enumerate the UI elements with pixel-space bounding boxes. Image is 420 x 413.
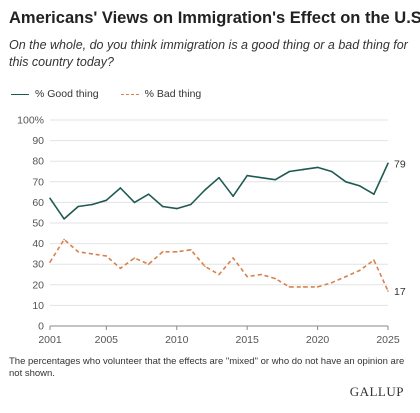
data-point-good <box>316 166 319 169</box>
data-point-good <box>359 185 361 187</box>
data-point-bad <box>359 269 361 272</box>
data-point-good <box>190 203 192 206</box>
x-tick-label: 2015 <box>235 334 259 346</box>
data-point-good <box>218 176 220 179</box>
x-tick-label: 2010 <box>165 334 189 346</box>
data-point-bad <box>232 257 234 259</box>
data-point-bad <box>344 275 347 278</box>
chart-title: Americans' Views on Immigration's Effect… <box>9 9 420 27</box>
legend-item-bad: % Bad thing <box>120 88 202 100</box>
legend-label-good: % Good thing <box>35 88 99 100</box>
data-point-good <box>288 170 291 173</box>
data-point-good <box>204 189 206 191</box>
data-point-good <box>232 195 234 198</box>
data-point-bad <box>49 261 51 263</box>
data-point-good <box>274 178 277 181</box>
y-tick-label: 100% <box>17 115 44 127</box>
data-point-bad <box>91 253 94 255</box>
data-point-good <box>105 199 108 202</box>
data-point-bad <box>190 248 192 251</box>
data-point-good <box>119 187 122 189</box>
data-point-bad <box>246 275 248 278</box>
data-point-good <box>246 174 248 177</box>
y-tick-label: 50 <box>32 218 44 230</box>
gallup-logo: GALLUP <box>349 384 404 399</box>
data-point-bad <box>119 267 122 270</box>
data-point-good <box>344 181 347 183</box>
data-point-good <box>260 176 263 179</box>
y-tick-label: 40 <box>32 238 44 250</box>
y-tick-label: 0 <box>38 321 44 333</box>
data-point-bad <box>77 251 79 253</box>
data-point-bad <box>274 277 277 280</box>
y-tick-label: 10 <box>32 300 44 312</box>
end-label-good: 79 <box>394 158 406 170</box>
data-point-bad <box>373 259 375 261</box>
data-point-bad <box>218 273 220 276</box>
data-point-bad <box>316 286 319 288</box>
legend: % Good thing % Bad thing <box>11 88 223 100</box>
data-point-bad <box>260 273 263 276</box>
data-point-good <box>133 201 136 204</box>
series-line-bad <box>49 238 389 292</box>
y-tick-label: 30 <box>32 259 44 271</box>
data-point-bad <box>387 290 389 292</box>
x-tick-label: 2020 <box>306 334 330 346</box>
line-chart: 0 10 20 30 40 50 60 70 80 90 100% 2001 2005 2010 2015 2… <box>17 115 406 347</box>
data-point-good <box>330 170 333 173</box>
data-point-good <box>91 203 94 206</box>
data-point-bad <box>330 281 333 284</box>
data-point-bad <box>204 265 206 268</box>
data-point-good <box>49 197 51 200</box>
x-tick-label: 2001 <box>38 334 62 346</box>
y-tick-label: 80 <box>32 156 44 168</box>
data-point-good <box>161 205 164 208</box>
footnote: The percentages who volunteer that the e… <box>9 356 405 379</box>
data-point-bad <box>288 286 291 288</box>
data-point-bad <box>161 251 164 253</box>
data-point-bad <box>105 255 108 257</box>
data-point-good <box>147 193 150 195</box>
y-tick-label: 60 <box>32 197 44 209</box>
y-tick-label: 20 <box>32 279 44 291</box>
legend-swatch-bad <box>120 93 139 95</box>
data-point-bad <box>147 263 150 265</box>
legend-item-good: % Good thing <box>11 88 99 100</box>
legend-label-bad: % Bad thing <box>144 88 202 100</box>
data-point-good <box>77 205 79 208</box>
legend-swatch-good <box>11 93 29 95</box>
data-point-bad <box>63 238 65 241</box>
y-tick-label: 70 <box>32 176 44 188</box>
data-point-good <box>63 218 65 220</box>
data-point-good <box>387 162 389 165</box>
data-point-bad <box>175 251 178 253</box>
end-label-bad: 17 <box>394 286 406 298</box>
x-tick-label: 2025 <box>376 334 400 346</box>
x-tick-label: 2005 <box>95 334 119 346</box>
data-point-good <box>373 193 375 195</box>
data-point-good <box>175 207 178 210</box>
data-point-good <box>302 168 305 171</box>
y-tick-label: 90 <box>32 135 44 147</box>
data-point-bad <box>302 286 305 288</box>
data-point-bad <box>133 257 136 259</box>
chart-subtitle: On the whole, do you think immigration i… <box>9 38 408 69</box>
series-line-good <box>49 162 389 220</box>
